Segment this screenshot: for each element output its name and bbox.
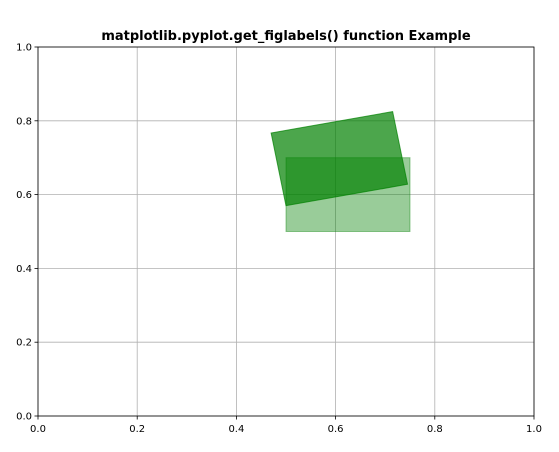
x-tick-label-2: 0.4	[228, 424, 244, 435]
shape-rotated-rectangle-1	[270, 110, 409, 207]
chart-title: matplotlib.pyplot.get_figlabels() functi…	[101, 29, 471, 44]
x-tick-label-1: 0.2	[129, 424, 145, 435]
x-tick-label-4: 0.8	[427, 424, 443, 435]
axes-frame	[37, 46, 535, 417]
y-tick-label-0: 0.0	[16, 412, 32, 423]
y-tick-label-5: 1.0	[16, 43, 32, 54]
y-tick-label-3: 0.6	[16, 190, 32, 201]
x-tick-label-5: 1.0	[526, 424, 542, 435]
y-tick-label-1: 0.2	[16, 338, 32, 349]
y-tick-label-2: 0.4	[16, 264, 32, 275]
y-tick-label-4: 0.8	[16, 116, 32, 127]
plot-area: 0.0 0.2 0.4 0.6 0.8 1.0 0.0 0.2 0.4 0.6 0.8 1.0	[16, 43, 542, 436]
x-tick-label-0: 0.0	[30, 424, 46, 435]
x-tick-label-3: 0.6	[328, 424, 344, 435]
